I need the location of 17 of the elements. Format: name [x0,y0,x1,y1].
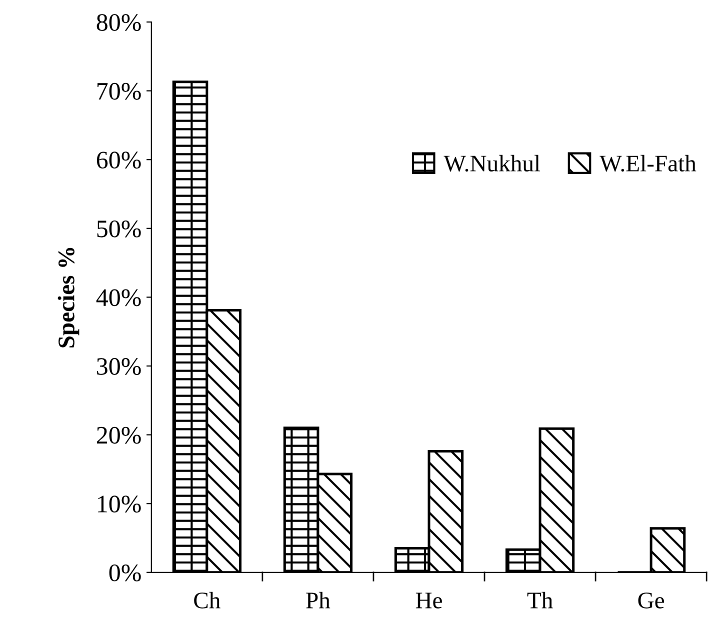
x-tick-label: Ph [306,592,330,608]
y-tick-label: 40% [96,289,141,306]
x-tick-label: He [416,592,442,608]
legend-label: W.El-Fath [600,154,696,172]
y-axis-title: Species % [58,248,80,348]
y-tick-label: 30% [97,358,141,375]
y-tick-label: 70% [98,82,141,100]
x-tick-label: Th [527,592,553,608]
x-tick-label: Ge [638,592,664,608]
y-tick-label: 50% [97,220,141,238]
y-tick-label: 20% [96,426,141,444]
y-tick-label: 80% [96,14,141,32]
y-tick-label: 60% [96,152,141,169]
y-tick-label: 0% [109,564,141,582]
legend-label: W.Nukhul [444,154,540,172]
y-tick-label: 10% [98,496,141,513]
x-tick-label: Ch [194,592,220,608]
